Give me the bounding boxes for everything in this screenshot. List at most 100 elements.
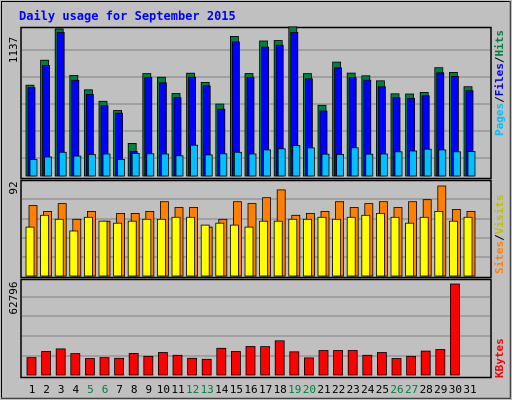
pages-bar (263, 149, 272, 177)
kbytes-bar (449, 283, 460, 376)
pages-bar (117, 159, 125, 177)
kbytes-bar (172, 354, 183, 376)
sites-bar (448, 220, 458, 277)
pages-bar (467, 151, 476, 177)
day-tick-label: 22 (332, 383, 345, 396)
sites-bar (302, 218, 312, 277)
pages-bar (29, 159, 38, 177)
pages-bar (219, 153, 228, 177)
requests-panel-frame (20, 26, 492, 180)
sites-bar (54, 218, 64, 277)
legend-sites: Sites (493, 241, 506, 274)
legend-separator: / (493, 56, 506, 63)
day-tick-label: 25 (376, 383, 389, 396)
day-tick-label: 18 (274, 383, 287, 396)
kbytes-bar (143, 355, 154, 376)
sites-bar (346, 216, 356, 277)
sites-bar (259, 220, 269, 277)
day-tick-label: 28 (420, 383, 433, 396)
pages-bar (233, 151, 242, 177)
kbytes-bar (333, 350, 344, 376)
day-tick-label: 27 (405, 383, 418, 396)
day-tick-label: 1 (29, 383, 36, 396)
visits-max-label: 92 (7, 181, 20, 194)
pages-bar (248, 153, 257, 177)
kbytes-bar (303, 357, 314, 376)
day-tick-label: 31 (463, 383, 476, 396)
pages-bar (409, 150, 418, 177)
kbytes-bar (347, 350, 358, 376)
sites-bar (229, 224, 239, 277)
day-tick-label: 10 (157, 383, 170, 396)
day-tick-label: 15 (230, 383, 243, 396)
day-tick-label: 16 (244, 383, 257, 396)
pages-bar (438, 149, 447, 177)
legend-files: Files (493, 63, 506, 96)
day-tick-label: 19 (288, 383, 301, 396)
sites-bar (69, 230, 79, 277)
kbytes-bar (230, 351, 241, 376)
legend-separator: / (493, 234, 506, 241)
day-tick-label: 4 (72, 383, 79, 396)
kbytes-bar (376, 352, 387, 376)
sites-bar (171, 216, 181, 277)
day-tick-label: 2 (43, 383, 50, 396)
sites-bar (142, 218, 152, 277)
sites-bar (215, 222, 225, 277)
pages-bar (204, 154, 213, 177)
sites-bar (405, 222, 415, 277)
day-tick-label: 30 (449, 383, 462, 396)
legend-kbytes: KBytes (493, 338, 506, 378)
sites-bar (332, 218, 342, 277)
day-tick-label: 13 (201, 383, 214, 396)
kbytes-bar (157, 352, 168, 376)
day-tick-label: 9 (145, 383, 152, 396)
pages-bar (58, 151, 67, 177)
day-tick-label: 5 (87, 383, 94, 396)
sites-bar (98, 220, 108, 277)
pages-bar (321, 153, 330, 177)
kbytes-bar (41, 351, 51, 376)
kbytes-bar (201, 358, 212, 376)
day-tick-label: 29 (434, 383, 447, 396)
kbytes-bar (318, 350, 329, 376)
kbytes-bar (85, 358, 95, 376)
pages-bar (350, 147, 359, 177)
sites-bar (25, 226, 35, 277)
kbytes-bar (245, 346, 256, 376)
pages-bar (277, 148, 286, 177)
day-tick-label: 21 (317, 383, 330, 396)
pages-bar (131, 152, 140, 177)
sites-bar (361, 214, 371, 277)
day-tick-label: 3 (58, 383, 65, 396)
requests-legend: Pages/Files/Hits (493, 30, 506, 136)
pages-bar (452, 151, 461, 177)
kbytes-bar (187, 357, 198, 376)
day-tick-label: 12 (186, 383, 199, 396)
sites-bar (463, 216, 473, 277)
legend-pages: Pages (493, 103, 506, 136)
kbytes-bar (114, 357, 124, 376)
pages-bar (44, 156, 52, 177)
requests-max-label: 1137 (7, 37, 20, 64)
day-tick-label: 7 (116, 383, 123, 396)
bar-marks (25, 26, 476, 376)
day-tick-label: 17 (259, 383, 272, 396)
sites-bar (84, 216, 93, 277)
day-tick-label: 24 (361, 383, 375, 396)
day-tick-label: 20 (303, 383, 316, 396)
sites-bar (127, 220, 137, 277)
pages-bar (175, 155, 184, 177)
day-tick-label: 11 (171, 383, 184, 396)
kbytes-bar (70, 353, 81, 376)
pages-bar (146, 153, 155, 177)
pages-bar (88, 154, 96, 177)
legend-separator: / (493, 96, 506, 103)
pages-bar (306, 147, 315, 177)
sites-bar (200, 224, 210, 277)
sites-bar (156, 218, 166, 277)
day-tick-label: 26 (390, 383, 403, 396)
kbytes-bar (391, 358, 402, 376)
